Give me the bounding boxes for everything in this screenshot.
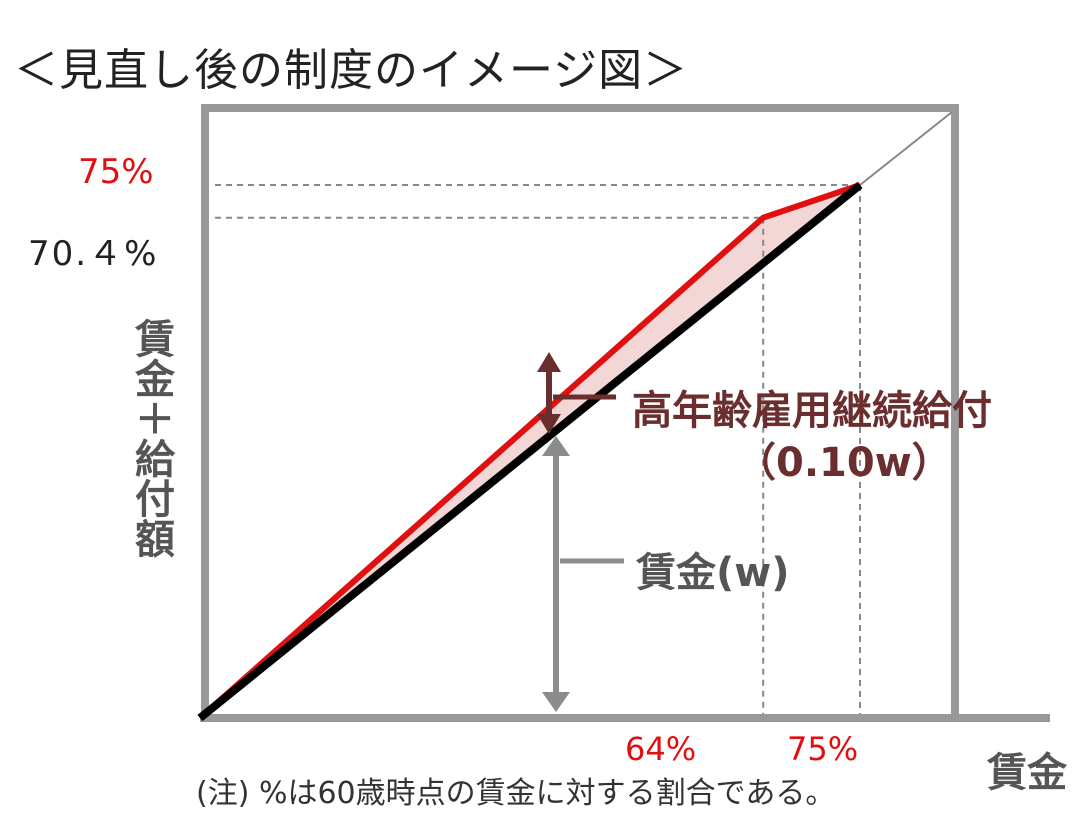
wage-arrow <box>542 436 624 712</box>
wage-label: 賃金(w) <box>636 550 790 596</box>
y-tick-75: 75% <box>78 152 154 192</box>
diagonal-reference-line <box>859 111 953 186</box>
page-title: ＜見直し後の制度のイメージ図＞ <box>14 45 689 96</box>
y-tick-70-4: 70.４% <box>28 234 159 274</box>
y-axis-title: 賃金＋給付額 <box>128 318 174 558</box>
x-tick-75: 75% <box>787 730 859 768</box>
footnote: (注) %は60歳時点の賃金に対する割合である。 <box>196 776 836 811</box>
benefit-rate-label: （0.10w） <box>736 440 952 486</box>
x-axis-title: 賃金 <box>987 750 1067 796</box>
wage-line <box>197 181 863 722</box>
wage-plus-benefit-line <box>198 182 861 721</box>
x-tick-64: 64% <box>625 730 697 768</box>
benefit-label: 高年齢雇用継続給付 <box>632 388 992 434</box>
benefit-arrow <box>537 352 616 434</box>
